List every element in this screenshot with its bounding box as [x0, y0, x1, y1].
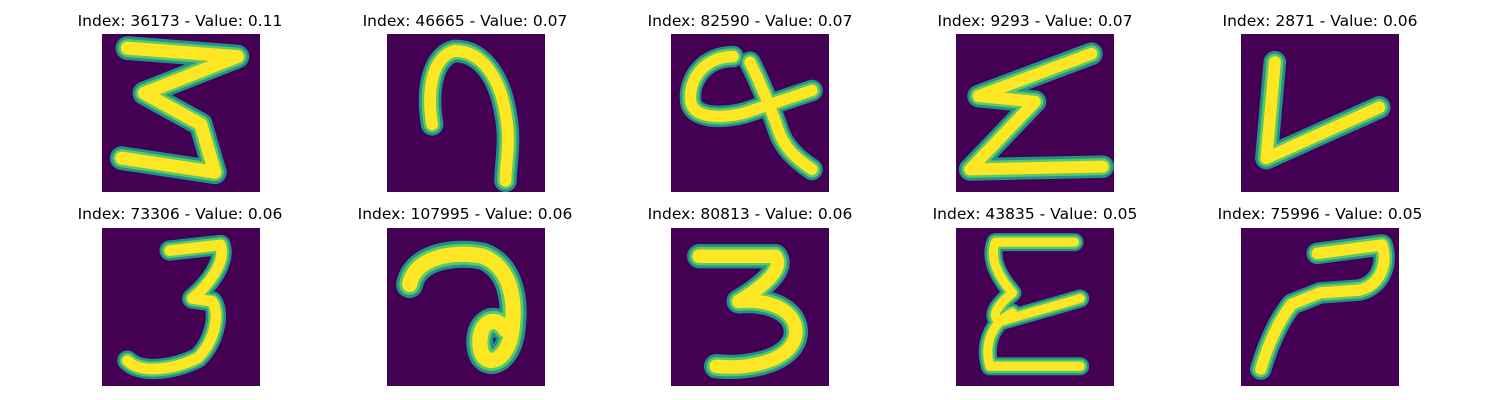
panel-title: Index: 75996 - Value: 0.05 [1217, 205, 1423, 223]
digit-image [1241, 34, 1399, 192]
digit-image [387, 34, 545, 192]
panel-title: Index: 80813 - Value: 0.06 [647, 205, 853, 223]
panel-title: Index: 107995 - Value: 0.06 [357, 205, 573, 223]
digit-image [671, 34, 829, 192]
panel-title: Index: 2871 - Value: 0.06 [1222, 12, 1418, 30]
digit-image [102, 34, 260, 192]
panel-title: Index: 43835 - Value: 0.05 [932, 205, 1138, 223]
panel-title: Index: 73306 - Value: 0.06 [77, 205, 283, 223]
panel-title: Index: 9293 - Value: 0.07 [937, 12, 1133, 30]
panel-title: Index: 46665 - Value: 0.07 [362, 12, 568, 30]
digit-image [387, 228, 545, 386]
digit-image [102, 228, 260, 386]
panel-title: Index: 82590 - Value: 0.07 [647, 12, 853, 30]
digit-image [1241, 228, 1399, 386]
digit-image [956, 228, 1114, 386]
digit-image [671, 228, 829, 386]
digit-image [956, 34, 1114, 192]
panel-title: Index: 36173 - Value: 0.11 [77, 12, 283, 30]
